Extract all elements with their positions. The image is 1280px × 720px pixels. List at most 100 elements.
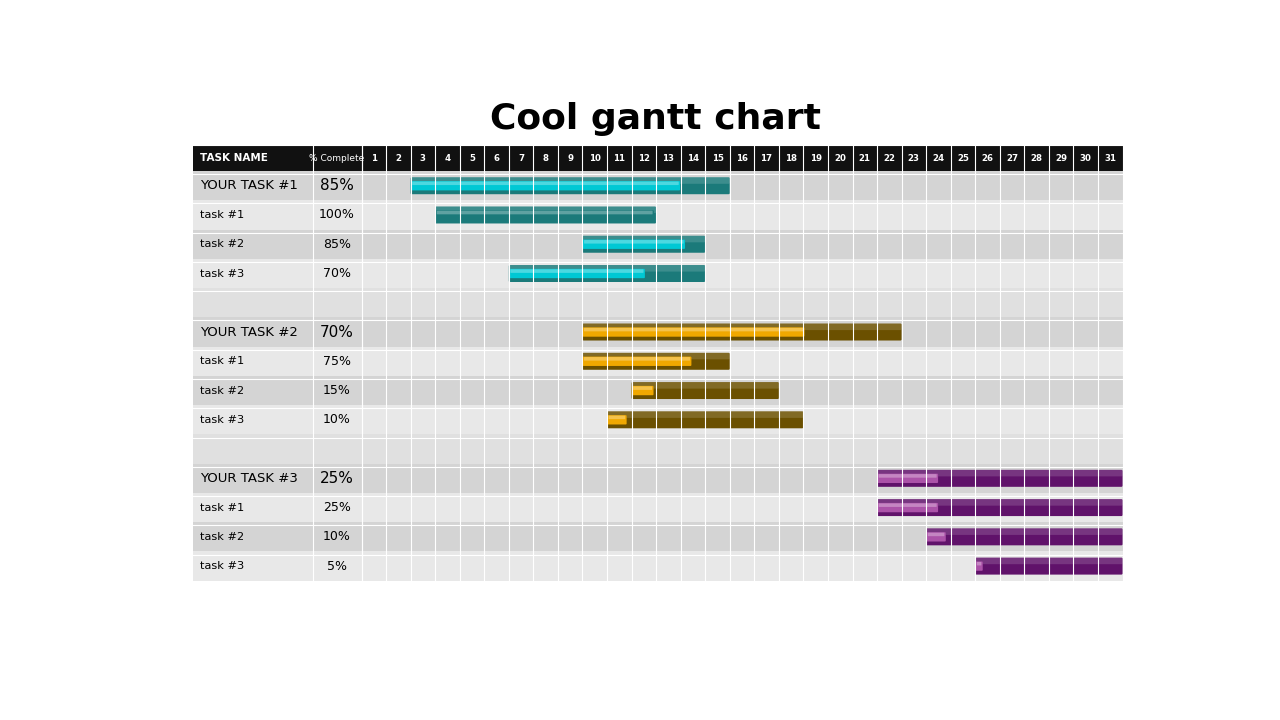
FancyBboxPatch shape: [878, 474, 937, 477]
FancyBboxPatch shape: [582, 353, 730, 359]
Text: 24: 24: [932, 153, 945, 163]
Bar: [192, 346, 1123, 376]
FancyBboxPatch shape: [582, 353, 730, 370]
Text: task #2: task #2: [200, 385, 244, 395]
Text: 13: 13: [662, 153, 675, 163]
Text: 75%: 75%: [323, 355, 351, 368]
Text: 15%: 15%: [323, 384, 351, 397]
Bar: [387, 145, 411, 171]
Text: 20: 20: [835, 153, 846, 163]
FancyBboxPatch shape: [582, 240, 685, 249]
Text: 18: 18: [785, 153, 797, 163]
Bar: [607, 145, 631, 171]
Text: Cool gantt chart: Cool gantt chart: [490, 102, 822, 136]
Text: 15: 15: [712, 153, 723, 163]
Text: 26: 26: [982, 153, 993, 163]
Bar: [192, 493, 1123, 522]
Text: task #2: task #2: [200, 532, 244, 542]
FancyBboxPatch shape: [584, 240, 684, 243]
Text: 17: 17: [760, 153, 773, 163]
Bar: [804, 145, 828, 171]
Text: 22: 22: [883, 153, 895, 163]
FancyBboxPatch shape: [582, 323, 901, 330]
Text: 25%: 25%: [323, 501, 351, 514]
FancyBboxPatch shape: [582, 235, 705, 253]
Bar: [1074, 145, 1098, 171]
Text: 21: 21: [859, 153, 870, 163]
Bar: [582, 145, 607, 171]
Text: task #3: task #3: [200, 415, 244, 425]
Text: 25%: 25%: [320, 471, 355, 486]
FancyBboxPatch shape: [509, 265, 705, 282]
FancyBboxPatch shape: [582, 323, 901, 341]
FancyBboxPatch shape: [584, 357, 690, 361]
Text: 9: 9: [567, 153, 573, 163]
Text: 5: 5: [468, 153, 475, 163]
Bar: [877, 145, 901, 171]
Bar: [192, 259, 1123, 288]
Text: 25: 25: [957, 153, 969, 163]
Bar: [681, 145, 705, 171]
Text: task #1: task #1: [200, 210, 244, 220]
Text: 30: 30: [1080, 153, 1092, 163]
Text: 4: 4: [444, 153, 451, 163]
FancyBboxPatch shape: [877, 470, 1123, 477]
FancyBboxPatch shape: [582, 328, 804, 337]
Bar: [828, 145, 852, 171]
Bar: [312, 145, 361, 171]
Bar: [730, 145, 754, 171]
Bar: [705, 145, 730, 171]
FancyBboxPatch shape: [411, 181, 680, 190]
Bar: [534, 145, 558, 171]
Text: 70%: 70%: [323, 267, 351, 280]
Text: 6: 6: [494, 153, 499, 163]
Bar: [460, 145, 484, 171]
Text: 14: 14: [687, 153, 699, 163]
Text: YOUR TASK #1: YOUR TASK #1: [200, 179, 298, 192]
FancyBboxPatch shape: [436, 211, 653, 215]
Text: task #3: task #3: [200, 269, 244, 279]
Bar: [192, 230, 1123, 259]
Text: TASK NAME: TASK NAME: [200, 153, 269, 163]
Text: 27: 27: [1006, 153, 1018, 163]
Text: 5%: 5%: [328, 559, 347, 572]
Text: 70%: 70%: [320, 325, 355, 340]
FancyBboxPatch shape: [509, 265, 705, 271]
Text: 2: 2: [396, 153, 402, 163]
Bar: [484, 145, 509, 171]
FancyBboxPatch shape: [877, 499, 1123, 505]
Text: 85%: 85%: [320, 179, 355, 193]
Text: task #3: task #3: [200, 561, 244, 571]
FancyBboxPatch shape: [928, 533, 945, 536]
Text: 8: 8: [543, 153, 549, 163]
Text: 1: 1: [371, 153, 376, 163]
Text: 28: 28: [1030, 153, 1043, 163]
FancyBboxPatch shape: [631, 382, 778, 399]
Bar: [411, 145, 435, 171]
FancyBboxPatch shape: [607, 411, 804, 418]
Bar: [192, 171, 1123, 200]
Text: task #2: task #2: [200, 239, 244, 249]
Bar: [192, 552, 1123, 581]
Text: 19: 19: [810, 153, 822, 163]
FancyBboxPatch shape: [634, 387, 652, 390]
FancyBboxPatch shape: [877, 474, 938, 483]
FancyBboxPatch shape: [631, 382, 778, 389]
Bar: [1000, 145, 1024, 171]
Bar: [192, 200, 1123, 230]
FancyBboxPatch shape: [632, 386, 654, 395]
Text: task #1: task #1: [200, 503, 244, 513]
Text: 7: 7: [518, 153, 524, 163]
Text: YOUR TASK #2: YOUR TASK #2: [200, 325, 298, 338]
FancyBboxPatch shape: [435, 207, 657, 223]
Bar: [558, 145, 582, 171]
Text: task #1: task #1: [200, 356, 244, 366]
Bar: [192, 376, 1123, 405]
FancyBboxPatch shape: [975, 557, 1123, 564]
Bar: [754, 145, 778, 171]
Bar: [192, 464, 1123, 493]
Bar: [192, 318, 1123, 346]
FancyBboxPatch shape: [877, 503, 938, 512]
FancyBboxPatch shape: [977, 562, 982, 565]
FancyBboxPatch shape: [435, 210, 654, 220]
